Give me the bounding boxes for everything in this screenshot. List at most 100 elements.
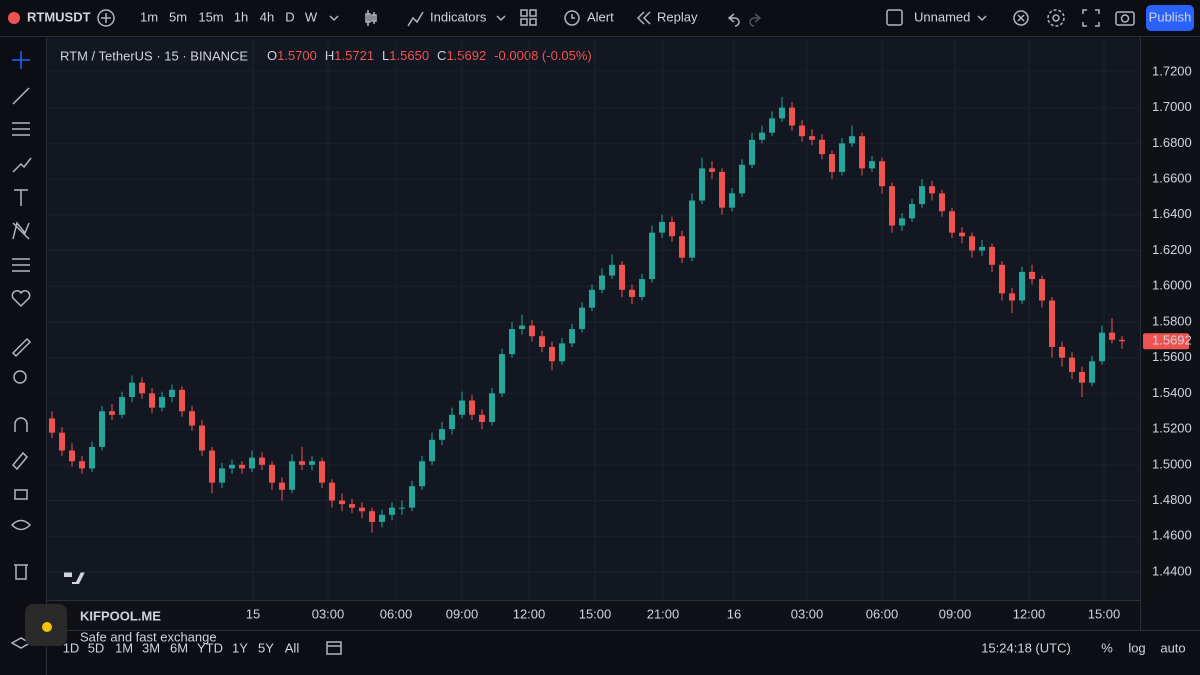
x-tick-label: 16 <box>727 606 741 621</box>
candle-body <box>689 200 695 258</box>
candle-body <box>429 439 435 462</box>
drawing-tools <box>10 51 32 649</box>
lock-drawing-tool[interactable] <box>11 451 29 471</box>
candle-body <box>279 482 285 490</box>
magnet-tool[interactable] <box>14 417 28 432</box>
candle-body <box>69 450 75 462</box>
redo[interactable] <box>749 13 762 27</box>
alert-button[interactable]: Alert <box>587 9 614 24</box>
candle-body <box>969 236 975 251</box>
range-button[interactable]: 5D <box>88 640 105 655</box>
pattern-tool[interactable] <box>12 221 30 240</box>
candle-body <box>389 507 395 515</box>
hide-tool[interactable] <box>10 519 32 531</box>
candle-body <box>479 414 485 422</box>
candle-body <box>549 346 555 362</box>
candle-body <box>489 393 495 422</box>
measure-tool[interactable] <box>11 337 32 358</box>
templates-icon[interactable] <box>520 9 537 26</box>
screenshot-icon[interactable] <box>1115 11 1135 26</box>
favorites-tool[interactable] <box>11 290 31 308</box>
range-button[interactable]: 1D <box>63 640 80 655</box>
candle-body <box>889 186 895 226</box>
prediction-tool[interactable] <box>12 258 30 272</box>
undo[interactable] <box>727 13 740 27</box>
interval-button[interactable]: 1h <box>234 9 248 24</box>
candle-body <box>879 161 885 187</box>
candle-body <box>259 457 265 465</box>
candle-body <box>439 429 445 440</box>
candle-body <box>1059 346 1065 358</box>
replay-button[interactable]: Replay <box>657 9 698 24</box>
candle-body <box>749 139 755 165</box>
y-tick-label: 1.4400 <box>1152 563 1192 578</box>
interval-button[interactable]: 5m <box>169 9 187 24</box>
candle-body <box>589 289 595 308</box>
range-button[interactable]: 1M <box>115 640 133 655</box>
layout-dropdown[interactable] <box>977 15 987 22</box>
interval-button[interactable]: W <box>305 9 318 24</box>
range-button[interactable]: 5Y <box>258 640 274 655</box>
candle-body <box>339 500 345 505</box>
candle-body <box>919 186 925 205</box>
scale-option[interactable]: % <box>1101 640 1113 655</box>
text-tool[interactable] <box>14 189 28 206</box>
range-button[interactable]: All <box>285 640 300 655</box>
layout-checkbox[interactable] <box>886 9 903 26</box>
search-icon[interactable] <box>1013 10 1029 26</box>
replay-icon[interactable] <box>636 11 651 25</box>
interval-button[interactable]: 1m <box>140 9 158 24</box>
interval-button[interactable]: D <box>285 9 294 24</box>
indicators-icon[interactable] <box>407 11 424 27</box>
range-button[interactable]: 6M <box>170 640 188 655</box>
interval-dropdown[interactable] <box>329 15 339 22</box>
candle-body <box>539 336 545 347</box>
indicators-button[interactable]: Indicators <box>430 9 487 24</box>
add-symbol-icon[interactable] <box>97 9 115 27</box>
symbol[interactable]: RTMUSDT <box>27 9 91 24</box>
fib-tool[interactable] <box>12 122 30 136</box>
interval-button[interactable]: 15m <box>198 9 223 24</box>
candle-body <box>859 136 865 169</box>
date-range-icon[interactable] <box>326 641 342 655</box>
crosshair-tool[interactable] <box>12 51 30 69</box>
scale-option[interactable]: log <box>1128 640 1145 655</box>
scale-option[interactable]: auto <box>1160 640 1185 655</box>
candle-body <box>509 329 515 355</box>
candle-body <box>369 511 375 522</box>
candle-body <box>629 289 635 297</box>
trendline-tool[interactable] <box>12 87 30 105</box>
candle-body <box>1009 293 1015 301</box>
range-button[interactable]: 1Y <box>232 640 248 655</box>
ohlc-key: C <box>437 48 446 63</box>
publish-button[interactable]: Publish <box>1149 9 1192 24</box>
y-tick-label: 1.5000 <box>1152 456 1192 471</box>
tv-logo <box>64 572 85 584</box>
x-tick-label: 09:00 <box>446 606 479 621</box>
interval-button[interactable]: 4h <box>260 9 274 24</box>
ohlc-key: L <box>382 48 389 63</box>
candle-body <box>119 396 125 415</box>
settings-icon[interactable] <box>1047 9 1065 27</box>
zoom-tool[interactable] <box>13 370 27 384</box>
candle-body <box>89 446 95 469</box>
lock-tool[interactable] <box>14 489 28 500</box>
candle-body <box>829 154 835 172</box>
range-button[interactable]: 3M <box>142 640 160 655</box>
brush-tool[interactable] <box>12 157 32 173</box>
x-tick-label: 12:00 <box>1013 606 1046 621</box>
indicators-dropdown[interactable] <box>496 15 506 22</box>
candle-body <box>669 221 675 237</box>
candle-body <box>409 486 415 508</box>
layout-name[interactable]: Unnamed <box>914 9 970 24</box>
chart-type-icon[interactable] <box>365 10 377 26</box>
range-button[interactable]: YTD <box>197 640 223 655</box>
watermark-subtitle: Safe and fast exchange <box>80 629 217 644</box>
ohlc-key: H <box>325 48 334 63</box>
publish-button-bg[interactable] <box>1146 5 1194 31</box>
trash-tool[interactable] <box>14 564 28 580</box>
candle-body <box>1109 332 1115 340</box>
fullscreen-icon[interactable] <box>1082 9 1100 27</box>
alert-icon[interactable] <box>564 10 580 26</box>
candle-body <box>149 393 155 408</box>
